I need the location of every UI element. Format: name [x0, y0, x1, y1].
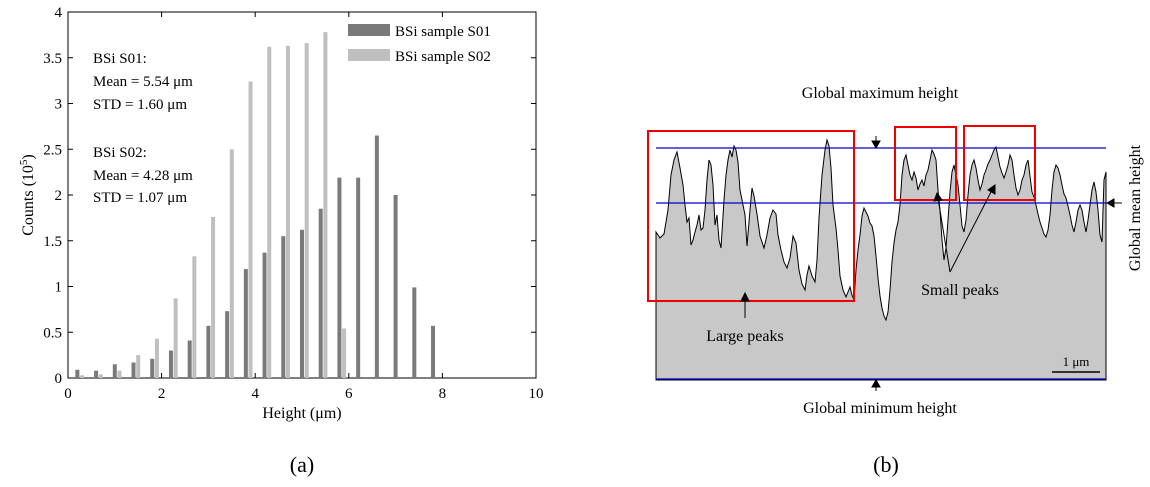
panel-label-a: (a)	[290, 452, 314, 477]
y-tick-label: 2.5	[43, 142, 62, 158]
bar-s01	[412, 287, 417, 378]
stats-annotation: BSi S01: Mean = 5.54 μm STD = 1.60 μm BS…	[93, 51, 193, 206]
bar-s01	[356, 177, 361, 378]
bar-s02	[136, 355, 141, 378]
x-tick-label: 10	[529, 386, 544, 402]
legend-label-s01: BSi sample S01	[395, 24, 491, 40]
series-s01-bars	[75, 135, 436, 378]
bar-s02	[304, 43, 309, 379]
stats-s02-title: BSi S02:	[93, 145, 147, 161]
bar-s01	[131, 362, 136, 378]
bar-s02	[342, 328, 347, 378]
small-peaks-box-1	[894, 126, 957, 201]
bar-s01	[94, 370, 99, 378]
y-tick-label: 4	[55, 5, 63, 21]
legend-a: BSi sample S01 BSi sample S02	[348, 24, 491, 65]
y-tick-label: 3	[55, 97, 63, 113]
x-tick-labels-a: 0 2 4 6 8 10	[64, 386, 543, 402]
bar-s01	[300, 229, 304, 378]
bar-s01	[337, 177, 342, 378]
y-tick-label: 1.5	[43, 234, 62, 250]
stats-s02-mean: Mean = 4.28 μm	[93, 168, 193, 184]
y-tick-label: 0.5	[43, 325, 62, 341]
bar-s02	[173, 298, 178, 378]
axis-ticks-a	[67, 11, 537, 379]
stats-s01-title: BSi S01:	[93, 51, 147, 67]
y-tick-labels-a: 0 0.5 1 1.5 2 2.5 3 3.5 4	[43, 5, 62, 387]
x-tick-label: 6	[345, 386, 353, 402]
large-peaks-label: Large peaks	[706, 328, 783, 345]
global-mean-label: Global mean height	[1127, 144, 1144, 271]
legend-label-s02: BSi sample S02	[395, 49, 491, 65]
bar-s01	[206, 325, 211, 378]
bar-s01	[112, 364, 117, 378]
series-s02-bars	[80, 32, 347, 379]
large-peaks-box	[647, 130, 855, 302]
stats-s01-mean: Mean = 5.54 μm	[93, 74, 193, 90]
bar-s01	[75, 369, 80, 378]
panel-label-b: (b)	[873, 452, 899, 477]
bar-s01	[318, 208, 323, 378]
histogram-panel: 0 2 4 6 8 10 0 0.5 1 1.5 2 2.5 3 3.5 4 Height (μm) Co…	[18, 5, 544, 477]
stats-s01-std: STD = 1.60 μm	[93, 97, 187, 113]
x-tick-label: 2	[158, 386, 166, 402]
small-peaks-label: Small peaks	[921, 282, 999, 299]
y-axis-title-a: Counts (105)	[18, 154, 37, 236]
global-max-label: Global maximum height	[802, 85, 959, 102]
global-min-label: Global minimum height	[803, 400, 957, 417]
bar-s02	[154, 338, 159, 378]
x-tick-label: 8	[439, 386, 447, 402]
bar-s02	[80, 375, 85, 378]
x-axis-title-a: Height (μm)	[262, 405, 341, 422]
scale-bar-label: 1 μm	[1063, 354, 1090, 369]
bar-s02	[211, 216, 216, 378]
bar-s01	[374, 135, 379, 378]
bar-s02	[192, 256, 197, 378]
bar-s02	[248, 81, 253, 378]
bar-s01	[150, 358, 155, 378]
bar-s02	[117, 370, 122, 378]
bar-s02	[267, 46, 272, 379]
y-tick-label: 2	[55, 188, 63, 204]
x-tick-label: 0	[64, 386, 72, 402]
bar-s01	[262, 252, 267, 378]
small-peaks-box-2	[963, 125, 1036, 201]
bar-s02	[229, 149, 234, 378]
bar-s01	[243, 269, 248, 378]
bar-s01	[187, 340, 192, 378]
bar-s01	[431, 325, 436, 378]
bar-s02	[98, 374, 103, 378]
annotation-arrows	[740, 136, 1122, 391]
y-tick-label: 0	[55, 371, 63, 387]
legend-swatch-s02	[348, 49, 390, 61]
y-tick-label: 1	[55, 280, 63, 296]
bar-s01	[168, 350, 173, 378]
profile-panel: 1 μm Global maximum height Global minimu…	[647, 85, 1144, 477]
bar-s01	[225, 311, 230, 378]
bar-s02	[285, 45, 290, 378]
y-tick-label: 3.5	[43, 51, 62, 67]
legend-swatch-s01	[348, 24, 390, 36]
stats-s02-std: STD = 1.07 μm	[93, 190, 187, 206]
bar-s02	[323, 32, 328, 378]
bar-s01	[393, 195, 398, 378]
bar-s01	[281, 236, 286, 378]
x-tick-label: 4	[251, 386, 259, 402]
